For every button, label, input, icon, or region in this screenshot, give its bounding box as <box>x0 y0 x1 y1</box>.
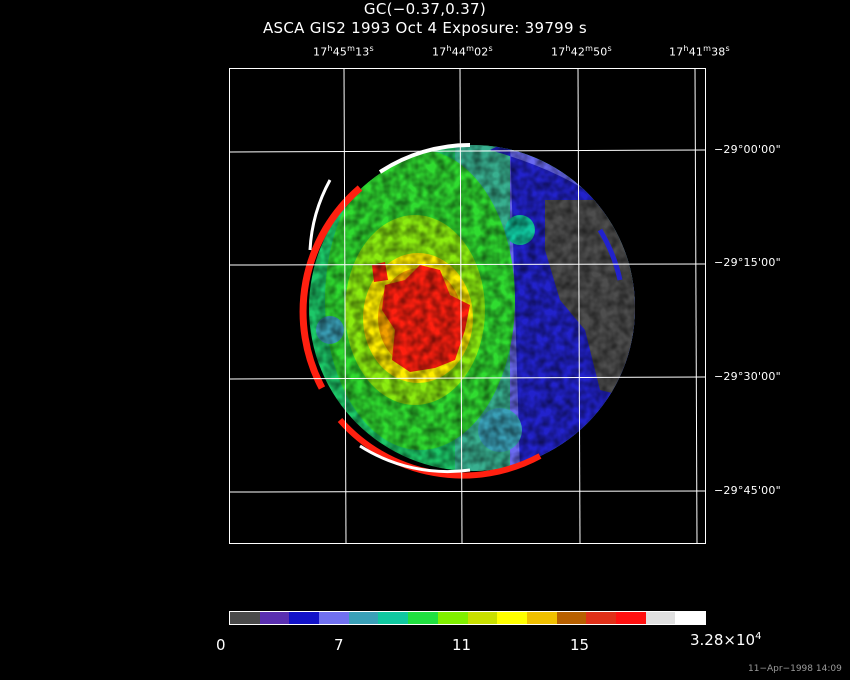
colorbar-label-2: 11 <box>452 636 472 654</box>
dec-tick-label-1: −29°15'00" <box>714 256 781 269</box>
timestamp: 11−Apr−1998 14:09 <box>748 664 842 674</box>
colorbar-segment-0 <box>230 612 260 624</box>
ra-tick-label-1: 17h44m02s <box>432 44 493 59</box>
colorbar-label-1: 7 <box>334 636 344 654</box>
ra-tick-label-3: 17h41m38s <box>669 44 730 59</box>
colorbar-label-3: 15 <box>570 636 590 654</box>
ra-tick-label-2: 17h42m50s <box>551 44 612 59</box>
colorbar-segment-15 <box>675 612 705 624</box>
colorbar <box>229 611 706 625</box>
colorbar-label-max: 3.28×104 <box>690 631 762 649</box>
coordinate-grid <box>228 67 707 545</box>
colorbar-segment-5 <box>378 612 409 624</box>
dec-tick-label-2: −29°30'00" <box>714 370 781 383</box>
colorbar-segment-13 <box>615 612 646 624</box>
colorbar-segment-6 <box>408 612 438 624</box>
colorbar-segment-9 <box>497 612 527 624</box>
colorbar-segment-8 <box>467 612 498 624</box>
colorbar-segment-11 <box>556 612 587 624</box>
ra-tick-label-0: 17h45m13s <box>313 44 374 59</box>
colorbar-segment-2 <box>289 612 320 624</box>
colorbar-label-0: 0 <box>216 636 226 654</box>
image-subtitle: ASCA GIS2 1993 Oct 4 Exposure: 39799 s <box>262 19 588 37</box>
colorbar-segment-4 <box>348 612 379 624</box>
colorbar-segment-10 <box>526 612 557 624</box>
image-frame <box>229 68 706 544</box>
colorbar-segment-12 <box>586 612 616 624</box>
colorbar-segment-3 <box>319 612 349 624</box>
image-title: GC(−0.37,0.37) <box>363 0 487 18</box>
dec-tick-label-0: −29°00'00" <box>714 143 781 156</box>
dec-tick-label-3: −29°45'00" <box>714 484 781 497</box>
colorbar-segment-1 <box>259 612 290 624</box>
colorbar-segment-14 <box>645 612 676 624</box>
detector-disk <box>309 145 635 471</box>
colorbar-segment-7 <box>437 612 468 624</box>
detector-rim <box>299 142 623 479</box>
